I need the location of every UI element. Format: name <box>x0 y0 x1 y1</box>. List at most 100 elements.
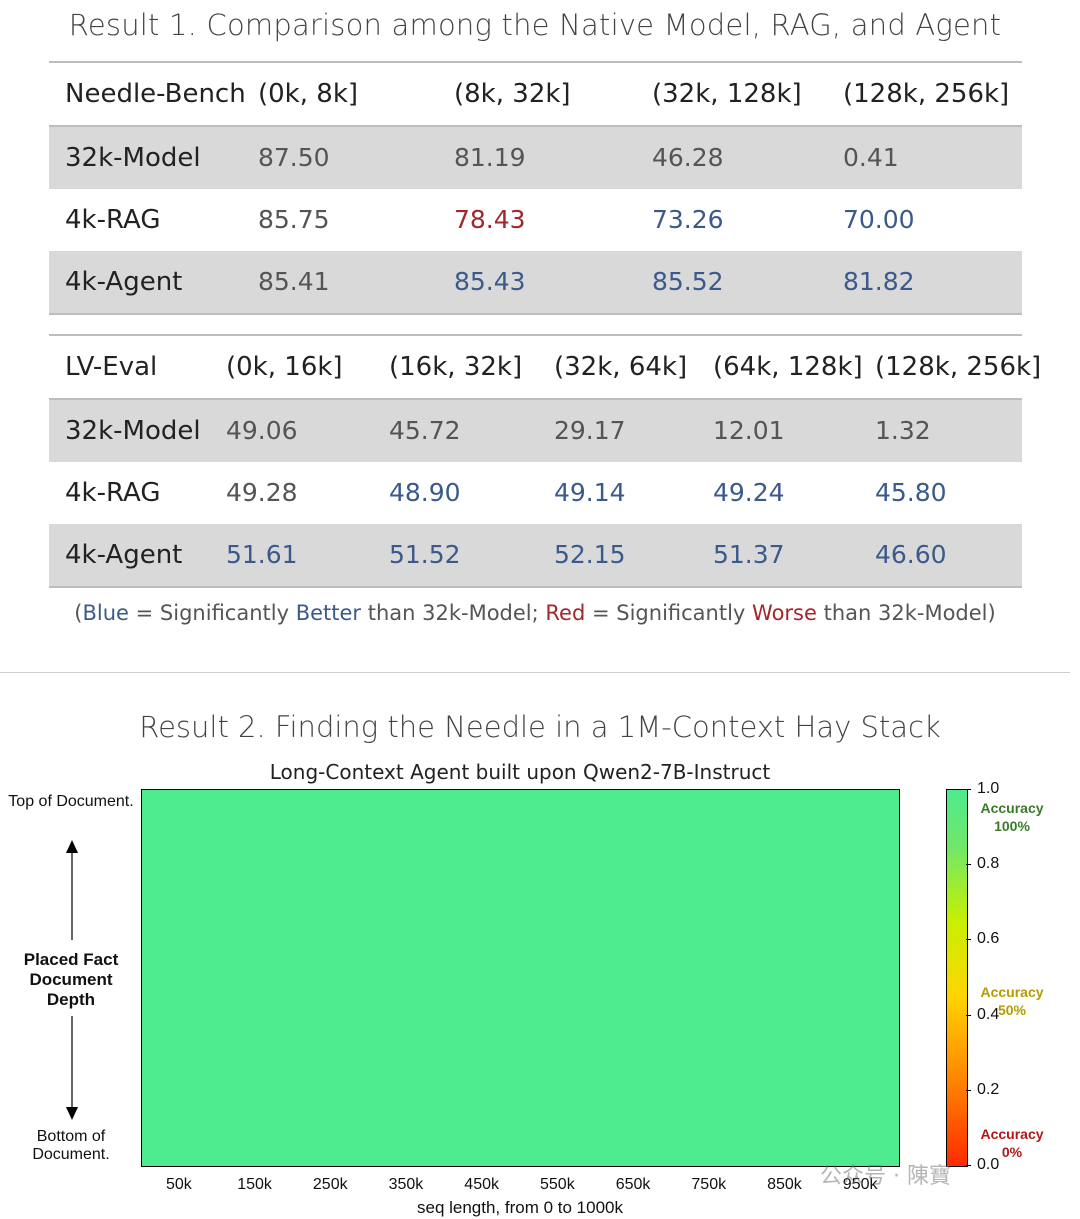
needle-bench-header-row: Needle-Bench (0k, 8k] (8k, 32k] (32k, 12… <box>49 61 1022 125</box>
legend-red-text-1: = Significantly <box>585 601 753 625</box>
colorbar-tick-label: 0.0 <box>977 1156 1000 1173</box>
colorbar-tick-mark <box>966 1014 971 1016</box>
needle-bench-range-4: (128k, 256k] <box>843 79 1010 109</box>
section-divider <box>0 672 1070 673</box>
result1-title: Result 1. Comparison among the Native Mo… <box>68 8 1002 42</box>
colorbar-tick-mark <box>966 864 971 866</box>
arrow-down-icon <box>66 1107 78 1120</box>
legend-red-word: Red <box>545 601 586 625</box>
score-cell: 51.52 <box>389 540 461 569</box>
result2-title: Result 2. Finding the Needle in a 1M-Con… <box>139 710 941 744</box>
colorbar-tick-mark <box>966 1165 971 1166</box>
colorbar-annotation-line: Accuracy <box>980 1126 1044 1142</box>
lv-eval-table: LV-Eval (0k, 16k] (16k, 32k] (32k, 64k] … <box>49 334 1041 588</box>
colorbar-tick-label: 1.0 <box>977 780 1000 797</box>
x-tick-label: 450k <box>464 1176 499 1193</box>
x-tick-label: 150k <box>237 1176 272 1193</box>
colorbar-tick-mark <box>966 939 971 941</box>
score-cell: 85.75 <box>258 205 330 234</box>
lv-eval-row-4k-rag: 4k-RAG 49.28 48.90 49.14 49.24 45.80 <box>49 462 1022 524</box>
row-label: 32k-Model <box>65 143 201 173</box>
score-cell: 49.14 <box>554 478 626 507</box>
row-label: 4k-Agent <box>65 540 183 570</box>
score-cell: 12.01 <box>713 416 785 445</box>
x-tick-label: 950k <box>842 1176 878 1193</box>
score-cell: 81.82 <box>843 267 915 296</box>
y-label-mid-line-2: Document <box>29 970 113 989</box>
score-cell: 0.41 <box>843 143 899 172</box>
legend-worse-word: Worse <box>752 601 817 625</box>
heatmap-title: Long-Context Agent built upon Qwen2-7B-I… <box>269 760 771 784</box>
significance-legend: (Blue = Significantly Better than 32k-Mo… <box>0 601 1070 625</box>
y-label-mid: Placed Fact Document Depth <box>6 950 136 1010</box>
score-cell: 48.90 <box>389 478 461 507</box>
score-cell: 29.17 <box>554 416 626 445</box>
depth-arrows <box>66 840 78 1120</box>
lv-eval-range-1: (0k, 16k] <box>226 352 343 382</box>
score-cell: 51.37 <box>713 540 785 569</box>
arrow-up-icon <box>66 840 78 853</box>
score-cell: 52.15 <box>554 540 626 569</box>
lv-eval-row-32k-model: 32k-Model 49.06 45.72 29.17 12.01 1.32 <box>49 398 1022 462</box>
score-cell: 46.28 <box>652 143 724 172</box>
colorbar <box>946 789 968 1167</box>
legend-open: ( <box>74 601 83 625</box>
score-cell: 81.19 <box>454 143 526 172</box>
score-cell: 70.00 <box>843 205 915 234</box>
x-tick-label: 50k <box>165 1176 192 1193</box>
x-tick-label: 550k <box>539 1176 575 1193</box>
colorbar-annotation-line: Accuracy <box>980 800 1044 816</box>
legend-better-word: Better <box>295 601 362 625</box>
colorbar-tick-label: 0.6 <box>977 930 1000 948</box>
colorbar-tick-label: 0.4 <box>977 1005 1000 1023</box>
needle-bench-header: Needle-Bench <box>65 79 246 109</box>
colorbar-annotation-line: 50% <box>997 1002 1027 1018</box>
colorbar-annotation: Accuracy 50% <box>974 983 1050 1019</box>
score-cell: 49.28 <box>226 478 298 507</box>
score-cell: 1.32 <box>875 416 931 445</box>
x-tick-label: 850k <box>767 1176 802 1193</box>
colorbar-annotation-line: Accuracy <box>980 984 1044 1000</box>
x-tick-label: 650k <box>615 1176 651 1193</box>
row-label: 4k-RAG <box>65 205 161 235</box>
score-cell: 78.43 <box>454 205 526 234</box>
lv-eval-range-2: (16k, 32k] <box>389 352 523 382</box>
score-cell: 46.60 <box>875 540 947 569</box>
score-cell: 87.50 <box>258 143 330 172</box>
y-label-mid-line-1: Placed Fact <box>23 950 119 969</box>
colorbar-annotation: Accuracy 100% <box>974 799 1050 835</box>
row-label: 4k-RAG <box>65 478 161 508</box>
row-label: 4k-Agent <box>65 267 183 297</box>
colorbar-tick-label: 0.2 <box>977 1080 1000 1098</box>
watermark: 公众号 · 陳寶 <box>820 1164 951 1189</box>
y-label-bottom: Bottom of Document. <box>32 1128 110 1163</box>
score-cell: 85.43 <box>454 267 526 296</box>
score-cell: 85.52 <box>652 267 724 296</box>
needle-bench-row-4k-agent: 4k-Agent 85.41 85.43 85.52 81.82 <box>49 251 1022 315</box>
score-cell: 45.72 <box>389 416 461 445</box>
legend-blue-text-2: than 32k-Model; <box>361 601 546 625</box>
x-tick-label: 750k <box>691 1176 727 1193</box>
needle-bench-range-2: (8k, 32k] <box>454 79 571 109</box>
score-cell: 49.24 <box>713 478 785 507</box>
lv-eval-header: LV-Eval <box>65 352 158 382</box>
colorbar-tick-mark <box>966 789 971 790</box>
x-tick-label: 350k <box>388 1176 424 1193</box>
colorbar-annotation-line: 100% <box>994 818 1030 834</box>
lv-eval-row-4k-agent: 4k-Agent 51.61 51.52 52.15 51.37 46.60 <box>49 524 1022 588</box>
needle-bench-range-3: (32k, 128k] <box>652 79 802 109</box>
needle-bench-row-4k-rag: 4k-RAG 85.75 78.43 73.26 70.00 <box>49 189 1022 251</box>
lv-eval-header-row: LV-Eval (0k, 16k] (16k, 32k] (32k, 64k] … <box>49 334 1041 398</box>
score-cell: 85.41 <box>258 267 330 296</box>
y-label-mid-line-3: Depth <box>46 990 96 1009</box>
legend-blue-text-1: = Significantly <box>128 601 296 625</box>
heatmap-area <box>141 789 900 1167</box>
colorbar-annotation-line: 0% <box>1001 1144 1023 1160</box>
score-cell: 51.61 <box>226 540 298 569</box>
legend-blue-word: Blue <box>82 601 129 625</box>
score-cell: 49.06 <box>226 416 298 445</box>
colorbar-annotation: Accuracy 0% <box>974 1125 1050 1161</box>
score-cell: 73.26 <box>652 205 724 234</box>
y-label-top: Top of Document. <box>8 793 134 810</box>
lv-eval-range-4: (64k, 128k] <box>713 352 863 382</box>
